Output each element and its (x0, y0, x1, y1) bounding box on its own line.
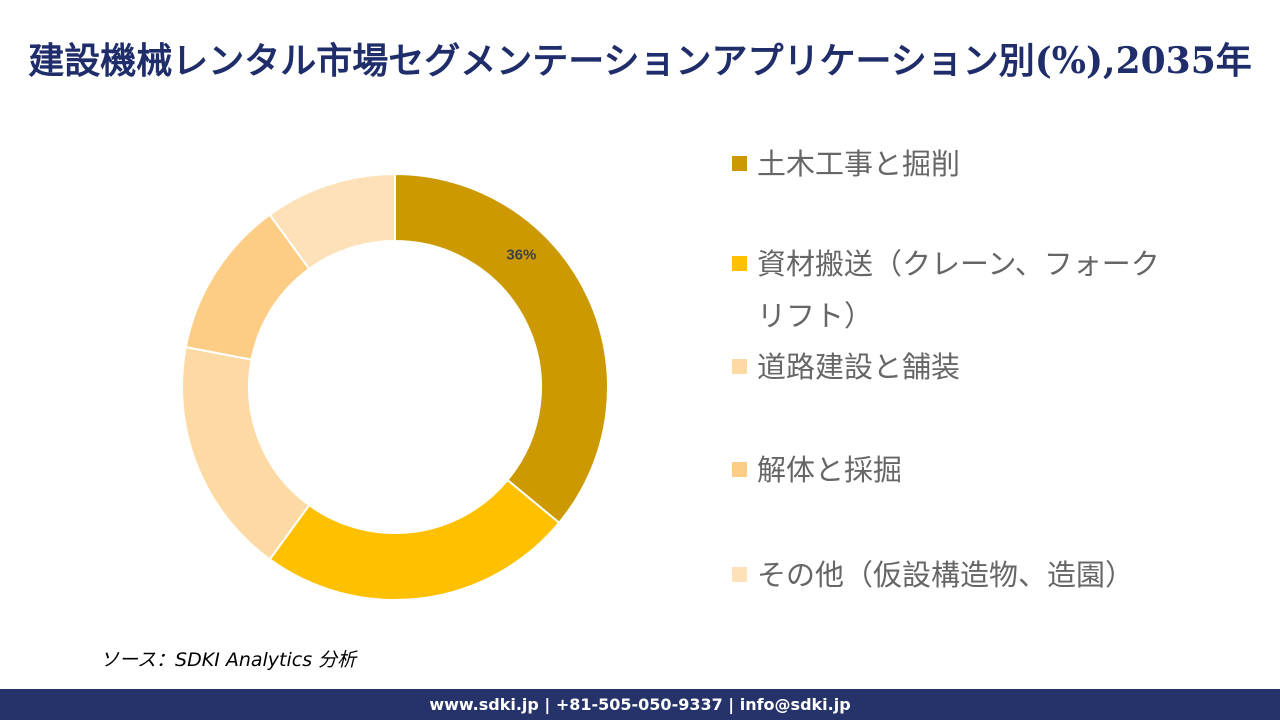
legend-item: 資材搬送（クレーン、フォークリフト） (732, 238, 1172, 342)
legend-item: その他（仮設構造物、造園） (732, 549, 1134, 601)
legend-item: 土木工事と掘削 (732, 138, 960, 190)
legend-swatch (732, 156, 747, 171)
donut-slice (268, 172, 396, 271)
donut-slice (268, 478, 561, 601)
legend-label: 資材搬送（クレーン、フォークリフト） (757, 247, 1160, 333)
legend-label: その他（仮設構造物、造園） (757, 558, 1135, 592)
donut-slice (181, 345, 311, 561)
legend-item: 解体と採掘 (732, 444, 902, 496)
legend-swatch (732, 567, 747, 582)
legend-swatch (732, 359, 747, 374)
legend-swatch (732, 256, 747, 271)
legend-label: 解体と採掘 (757, 453, 903, 487)
source-note: ソース：SDKI Analytics 分析 (100, 649, 357, 671)
donut-slice (394, 172, 609, 525)
data-label: 36% (506, 247, 536, 264)
legend-swatch (732, 462, 747, 477)
legend-item: 道路建設と舗装 (732, 341, 960, 393)
chart-title: 建設機械レンタル市場セグメンテーションアプリケーション別(%),2035年 (28, 40, 1252, 82)
legend-label: 道路建設と舗装 (757, 350, 961, 384)
footer-contact: www.sdki.jp | +81-505-050-9337 | info@sd… (0, 689, 1280, 720)
legend-label: 土木工事と掘削 (757, 147, 961, 181)
